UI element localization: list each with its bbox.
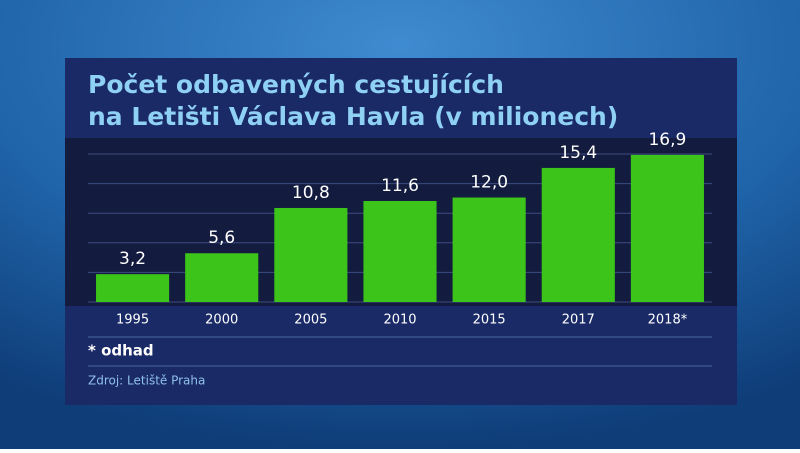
bar bbox=[96, 274, 170, 302]
x-tick-label: 2018* bbox=[648, 313, 688, 328]
bar bbox=[274, 207, 348, 302]
x-tick-label: 2017 bbox=[562, 313, 595, 328]
x-tick-label: 2000 bbox=[205, 313, 238, 328]
value-label: 11,6 bbox=[381, 176, 419, 196]
x-tick-label: 2010 bbox=[383, 313, 416, 328]
bar bbox=[630, 154, 704, 302]
note: * odhad bbox=[88, 342, 154, 360]
chart-title: Počet odbavených cestujících bbox=[88, 70, 504, 99]
value-label: 16,9 bbox=[648, 130, 686, 150]
value-label: 10,8 bbox=[292, 183, 330, 203]
bar bbox=[541, 167, 615, 302]
bar bbox=[452, 197, 526, 302]
x-tick-label: 2015 bbox=[473, 313, 506, 328]
value-label: 5,6 bbox=[208, 228, 235, 248]
source: Zdroj: Letiště Praha bbox=[88, 374, 205, 388]
x-tick-label: 1995 bbox=[116, 313, 149, 328]
chart-title: na Letišti Václava Havla (v milionech) bbox=[88, 102, 618, 131]
value-label: 12,0 bbox=[470, 173, 508, 193]
bar bbox=[185, 253, 259, 302]
value-label: 15,4 bbox=[559, 143, 597, 163]
x-tick-label: 2005 bbox=[294, 313, 327, 328]
value-label: 3,2 bbox=[119, 249, 146, 269]
bar bbox=[363, 201, 437, 302]
